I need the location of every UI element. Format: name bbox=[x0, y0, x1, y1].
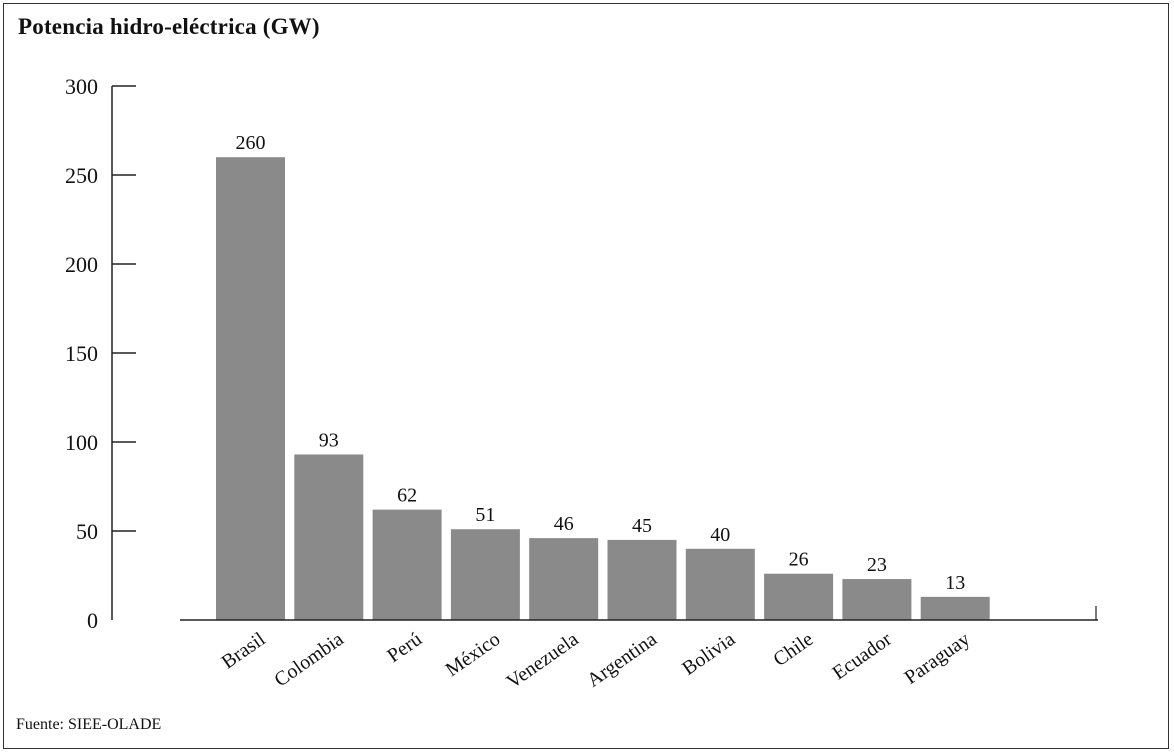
data-label: 26 bbox=[789, 549, 809, 571]
y-tick-label: 150 bbox=[65, 341, 98, 366]
y-axis: 0 50 100 150 200 250 300 bbox=[65, 74, 136, 633]
bar bbox=[450, 529, 520, 620]
x-tick-label: Colombia bbox=[270, 628, 347, 691]
x-tick-label: Argentina bbox=[583, 628, 661, 692]
data-label: 23 bbox=[867, 554, 887, 576]
data-label: 260 bbox=[236, 132, 266, 154]
bar bbox=[920, 596, 990, 620]
y-tick-label: 0 bbox=[87, 608, 98, 633]
x-tick-label: Chile bbox=[769, 628, 817, 671]
x-tick-label: Ecuador bbox=[829, 628, 896, 684]
y-tick-label: 50 bbox=[76, 519, 98, 544]
data-label: 51 bbox=[475, 504, 495, 526]
data-label: 40 bbox=[710, 524, 730, 546]
x-tick-label: Bolivia bbox=[678, 628, 739, 680]
chart-frame bbox=[3, 3, 1169, 749]
y-tick-label: 300 bbox=[65, 74, 98, 99]
bar bbox=[294, 454, 364, 620]
data-label: 93 bbox=[319, 429, 339, 451]
data-label: 45 bbox=[632, 515, 652, 537]
bar bbox=[685, 548, 755, 620]
bar bbox=[372, 509, 442, 620]
x-tick-label: Brasil bbox=[218, 628, 270, 674]
chart-title: Potencia hidro-eléctrica (GW) bbox=[18, 14, 320, 39]
x-tick-label: Perú bbox=[383, 628, 426, 667]
bar bbox=[842, 579, 912, 620]
bar bbox=[607, 539, 677, 620]
x-tick-label: Paraguay bbox=[900, 628, 974, 689]
x-tick-label: Venezuela bbox=[503, 628, 583, 693]
data-label: 13 bbox=[945, 572, 965, 594]
bar bbox=[764, 573, 834, 620]
bar bbox=[529, 538, 599, 620]
bars: 260 93 62 51 46 45 40 26 23 13 bbox=[216, 132, 990, 620]
source-note: Fuente: SIEE-OLADE bbox=[16, 716, 162, 733]
y-tick-label: 250 bbox=[65, 163, 98, 188]
y-tick-label: 200 bbox=[65, 252, 98, 277]
bar bbox=[216, 157, 285, 620]
data-label: 62 bbox=[397, 485, 417, 507]
data-label: 46 bbox=[554, 513, 574, 535]
y-tick-label: 100 bbox=[65, 430, 98, 455]
x-tick-label: México bbox=[442, 628, 505, 681]
